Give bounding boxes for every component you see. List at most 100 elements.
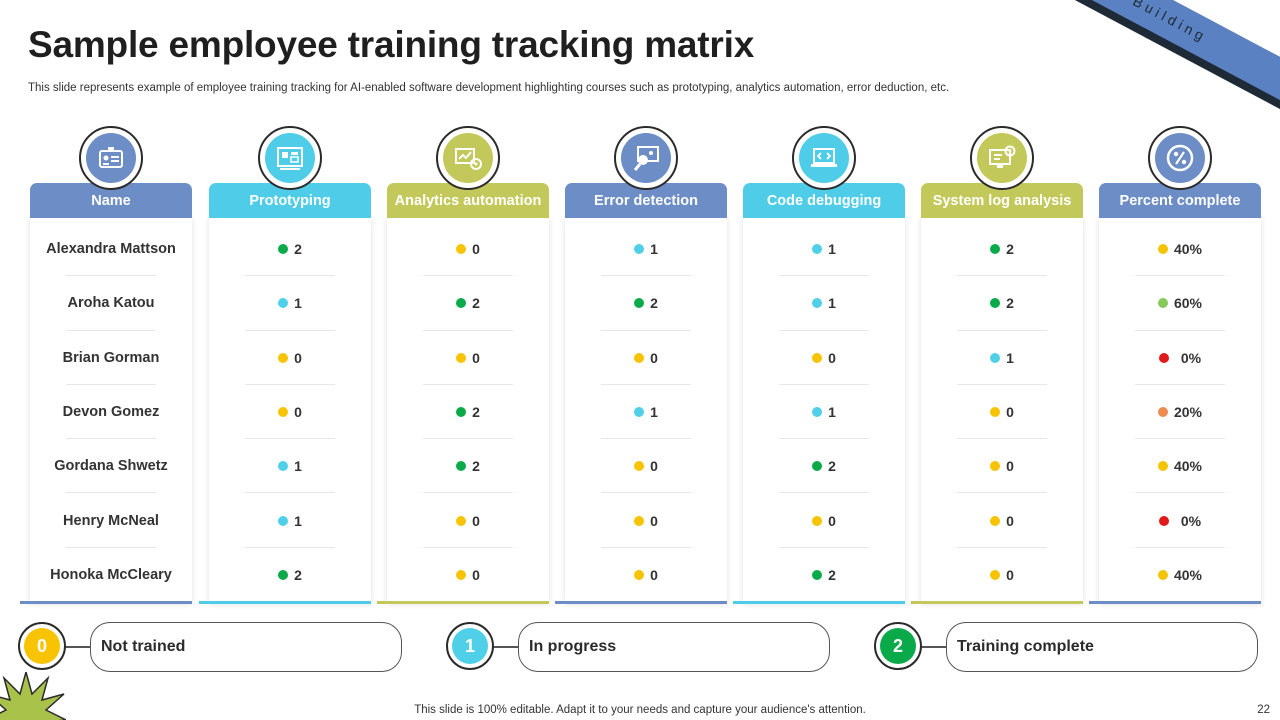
status-dot-icon xyxy=(1157,461,1168,472)
score-cell: 0 xyxy=(921,439,1083,494)
score-cell: 40% xyxy=(1099,548,1261,602)
status-dot-icon xyxy=(1157,407,1168,418)
score-cell: 0 xyxy=(387,493,549,549)
status-dot-icon xyxy=(278,244,289,255)
status-dot-icon xyxy=(456,461,467,472)
percent-value: 40% xyxy=(1173,241,1203,258)
score-cell: 0 xyxy=(565,548,727,602)
status-dot-icon xyxy=(990,569,1001,580)
score-value: 0 xyxy=(294,349,302,366)
legend-badge: 2 xyxy=(874,622,922,670)
employee-name: Devon Gomez xyxy=(62,404,160,421)
score-cell: 0 xyxy=(743,493,905,549)
score-value: 0 xyxy=(472,566,480,583)
percent-value: 40% xyxy=(1173,458,1203,475)
status-dot-icon xyxy=(812,461,823,472)
column-icon-ring xyxy=(970,126,1034,190)
column-prototyping: Prototyping 2 1 0 0 1 1 2 xyxy=(199,126,371,606)
column-icon-ring xyxy=(1148,126,1212,190)
score-cell: 20% xyxy=(1099,385,1261,440)
score-value: 1 xyxy=(650,241,658,258)
slide-subtitle: This slide represents example of employe… xyxy=(28,82,950,94)
score-cell: 0 xyxy=(387,222,549,277)
status-dot-icon xyxy=(278,515,289,526)
score-cell: 0% xyxy=(1099,493,1261,549)
legend-value: 1 xyxy=(452,628,488,664)
score-value: 0 xyxy=(472,349,480,366)
score-value: 1 xyxy=(828,404,836,421)
score-cell: 0 xyxy=(387,548,549,602)
status-dot-icon xyxy=(456,407,467,418)
score-cell: 2 xyxy=(387,385,549,440)
score-value: 1 xyxy=(828,241,836,258)
code-laptop-icon xyxy=(799,133,849,183)
status-dot-icon xyxy=(456,352,467,363)
score-cell: 2 xyxy=(387,276,549,331)
score-value: 2 xyxy=(294,566,302,583)
column-percent-complete: Percent complete 40% 60% 0% 20% 40% 0% 40% xyxy=(1089,126,1261,606)
employee-name: Gordana Shwetz xyxy=(54,458,168,475)
column-bottom-line xyxy=(20,601,192,604)
score-cell: 2 xyxy=(921,222,1083,277)
legend-value: 0 xyxy=(24,628,60,664)
column-card xyxy=(565,218,727,603)
score-value: 1 xyxy=(650,404,658,421)
percent-value: 20% xyxy=(1173,404,1203,421)
score-value: 2 xyxy=(828,458,836,475)
column-code-debugging: Code debugging 1 1 0 1 2 0 2 xyxy=(733,126,905,606)
score-cell: 1 xyxy=(743,276,905,331)
footer-note: This slide is 100% editable. Adapt it to… xyxy=(414,704,866,716)
column-bottom-line xyxy=(199,601,371,604)
column-cells: 2 2 1 0 0 0 0 xyxy=(921,222,1083,602)
score-value: 1 xyxy=(828,295,836,312)
column-icon-ring xyxy=(614,126,678,190)
status-dot-icon xyxy=(634,352,645,363)
column-card xyxy=(921,218,1083,603)
score-cell: 40% xyxy=(1099,222,1261,277)
legend-value: 2 xyxy=(880,628,916,664)
score-cell: 2 xyxy=(387,439,549,494)
status-dot-icon xyxy=(278,407,289,418)
score-cell: 1 xyxy=(209,493,371,549)
column-error-detection: Error detection 1 2 0 1 0 0 0 xyxy=(555,126,727,606)
score-cell: 0 xyxy=(565,493,727,549)
slide-title: Sample employee training tracking matrix xyxy=(28,24,755,65)
status-dot-icon xyxy=(990,515,1001,526)
score-cell: 0 xyxy=(209,385,371,440)
status-dot-icon xyxy=(456,515,467,526)
status-dot-icon xyxy=(456,298,467,309)
employee-name: Aroha Katou xyxy=(67,295,155,312)
score-value: 0 xyxy=(828,349,836,366)
employee-name-cell: Aroha Katou xyxy=(30,276,192,331)
column-header: Prototyping xyxy=(209,183,371,218)
score-cell: 60% xyxy=(1099,276,1261,331)
status-dot-icon xyxy=(634,407,645,418)
score-value: 0 xyxy=(828,512,836,529)
score-cell: 1 xyxy=(565,222,727,277)
score-value: 2 xyxy=(472,295,480,312)
score-value: 2 xyxy=(294,241,302,258)
score-cell: 2 xyxy=(743,548,905,602)
score-value: 1 xyxy=(1006,349,1014,366)
column-bottom-line xyxy=(733,601,905,604)
legend-connector xyxy=(492,646,520,648)
score-cell: 1 xyxy=(209,276,371,331)
column-bottom-line xyxy=(1089,601,1261,604)
employee-name-cell: Devon Gomez xyxy=(30,385,192,440)
status-dot-icon xyxy=(1157,298,1168,309)
column-system-log-analysis: System log analysis 2 2 1 0 0 0 0 xyxy=(911,126,1083,606)
percent-icon xyxy=(1155,133,1205,183)
status-dot-icon xyxy=(634,461,645,472)
legend-connector xyxy=(920,646,948,648)
id-badge-icon xyxy=(86,133,136,183)
score-cell: 40% xyxy=(1099,439,1261,494)
score-cell: 1 xyxy=(743,385,905,440)
score-value: 0 xyxy=(1006,566,1014,583)
status-dot-icon xyxy=(812,515,823,526)
column-icon-ring xyxy=(258,126,322,190)
employee-name-cell: Henry McNeal xyxy=(30,493,192,549)
employee-name-cell: Alexandra Mattson xyxy=(30,222,192,277)
score-value: 2 xyxy=(1006,241,1014,258)
page-number: 22 xyxy=(1257,704,1270,716)
